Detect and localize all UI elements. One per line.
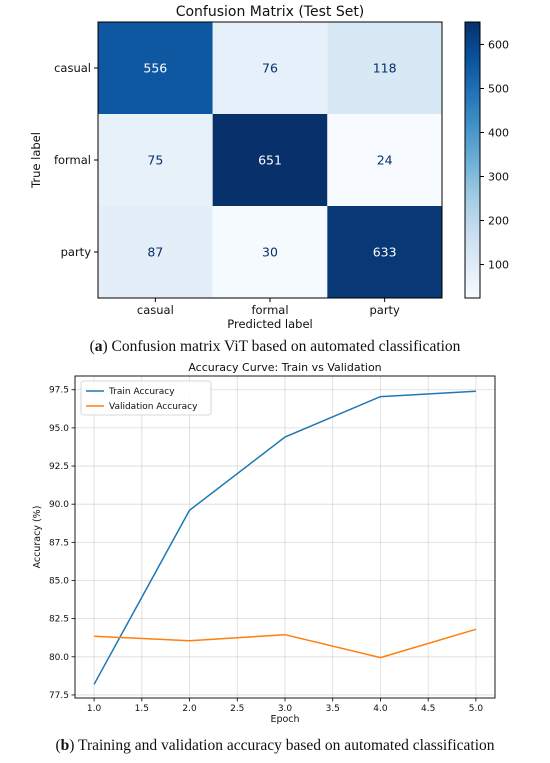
cm-xlabel: Predicted label [227,317,312,331]
cm-xtick-label: formal [251,303,288,317]
acc-xtick-label: 3.0 [278,704,293,714]
cm-cell [212,114,328,206]
acc-lines [93,390,477,685]
acc-legend-box [80,380,212,416]
cm-ytick-label: formal [54,153,91,167]
cm-ytick-label: casual [54,61,91,75]
confusion-matrix-chart: Confusion Matrix (Test Set) 556 76 118 75 65… [29,4,509,331]
cm-cell [98,206,213,298]
colorbar-ticks: 100 200 300 400 500 600 [480,38,509,272]
cm-cell [212,206,328,298]
acc-ytick-label: 82.5 [49,615,69,625]
colorbar-tick-label: 400 [488,126,509,139]
cm-ylabel: True label [29,132,43,189]
acc-ytick-label: 80.0 [49,653,69,663]
colorbar-tick-label: 300 [488,171,509,184]
caption-a-text: Confusion matrix ViT based on automated … [107,338,461,355]
acc-ylabel: Accuracy (%) [32,506,43,569]
acc-grid [75,376,495,698]
acc-xtick-label: 2.0 [182,704,197,714]
acc-ytick-label: 95.0 [49,424,69,434]
cm-cells: 556 76 118 75 651 24 87 30 633 [98,22,442,298]
colorbar [464,21,481,299]
acc-xtick-label: 4.5 [421,704,435,714]
cm-cell [327,206,442,298]
cm-cell-value: 30 [262,245,278,260]
acc-ytick-label: 92.5 [49,462,69,472]
cm-cell-value: 87 [147,245,163,260]
acc-xtick-label: 1.5 [135,704,149,714]
cm-cell-value: 556 [143,61,167,76]
cm-cell [98,22,213,114]
validation-accuracy-line [94,628,477,659]
acc-legend: Train Accuracy Validation Accuracy [80,380,212,416]
cm-axes: casual formal party casual formal party [54,61,400,317]
colorbar-tick-label: 100 [488,259,509,272]
acc-xtick-label: 4.0 [373,704,388,714]
cm-cell-value: 651 [258,153,282,168]
acc-ytick-label: 85.0 [49,576,69,586]
acc-xtick-label: 5.0 [469,704,484,714]
colorbar-tick-label: 600 [488,38,509,51]
cm-cell [212,22,328,114]
cm-xtick-label: party [369,303,400,317]
caption-b-text: Training and validation accuracy based o… [74,737,495,754]
acc-ytick-label: 87.5 [49,538,69,548]
acc-legend-label: Train Accuracy [108,387,175,397]
acc-xlabel: Epoch [270,714,299,725]
acc-ytick-label: 97.5 [49,386,69,396]
caption-b-label: b [60,737,70,754]
cm-xtick-label: casual [137,303,174,317]
cm-cell-value: 24 [377,153,393,168]
train-accuracy-line [93,390,476,685]
acc-xtick-label: 3.5 [326,704,340,714]
cm-cell [327,22,442,114]
accuracy-curve-chart: Accuracy Curve: Train vs Validation 1.0 1… [32,361,496,725]
cm-cell [327,114,442,206]
acc-ytick-label: 90.0 [49,500,69,510]
colorbar-tick-label: 200 [488,215,509,228]
caption-a: (a) Confusion matrix ViT based on automa… [89,338,461,355]
colorbar-tick-label: 500 [488,82,509,95]
cm-cell [98,114,213,206]
cm-title: Confusion Matrix (Test Set) [176,4,365,20]
acc-xtick-label: 2.5 [230,704,244,714]
acc-ticks: 1.0 1.5 2.0 2.5 3.0 3.5 4.0 4.5 5.0 77.5 80.0 82.5 8… [49,386,483,714]
caption-b: (b) Training and validation accuracy bas… [55,737,495,754]
acc-legend-label: Validation Accuracy [109,402,198,412]
acc-ytick-label: 77.5 [49,691,69,701]
cm-ytick-label: party [61,245,92,259]
cm-cell-value: 76 [262,61,278,76]
acc-title: Accuracy Curve: Train vs Validation [188,361,381,374]
cm-cell-value: 75 [147,153,163,168]
acc-xtick-label: 1.0 [87,704,102,714]
cm-cell-value: 118 [373,61,397,76]
cm-cell-value: 633 [373,245,397,260]
caption-a-label: a [94,338,103,355]
